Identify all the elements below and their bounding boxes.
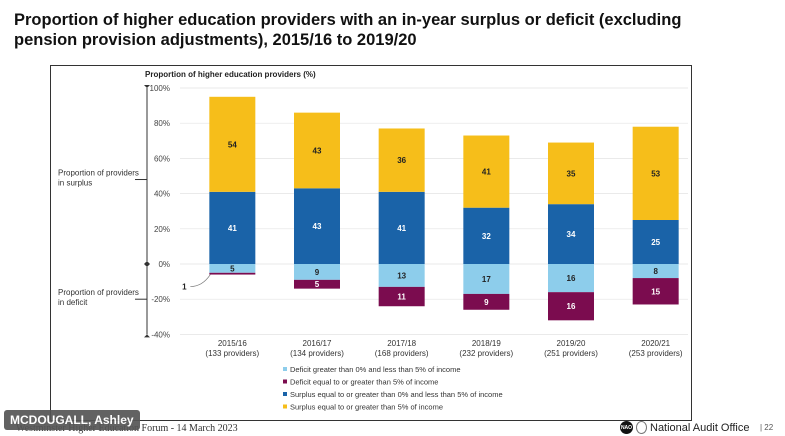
x-tick-label: 2018/19 <box>472 339 501 348</box>
bar-segment <box>294 279 340 289</box>
data-label: 34 <box>567 230 576 239</box>
bar-segment <box>294 112 340 189</box>
legend-swatch <box>283 404 287 409</box>
y-tick-label: 100% <box>150 84 170 93</box>
bar-segment <box>378 264 425 287</box>
x-tick-label: 2015/16 <box>218 339 247 348</box>
legend-swatch <box>283 392 287 396</box>
surplus-annotation-line1: Proportion of providers <box>58 169 139 178</box>
bar-segment <box>378 191 425 264</box>
legend-label: Surplus equal to or greater than 0% and … <box>290 390 503 399</box>
deficit-annotation-line1: Proportion of providers <box>58 288 139 297</box>
bar-segment <box>463 293 510 310</box>
y-tick-label: 0% <box>158 260 170 269</box>
data-label: 9 <box>484 298 489 307</box>
surplus-annotation-line2: in surplus <box>58 179 92 188</box>
data-label: 41 <box>397 224 406 233</box>
legend-label: Deficit equal to or greater than 5% of i… <box>290 378 438 387</box>
legend-label: Surplus equal to or greater than 5% of i… <box>290 403 443 412</box>
bar-segment <box>209 96 256 192</box>
y-tick-label: 60% <box>154 154 170 163</box>
y-axis-title: Proportion of higher education providers… <box>145 70 316 79</box>
x-tick-sublabel: (253 providers) <box>629 349 683 358</box>
x-tick-sublabel: (251 providers) <box>544 349 598 358</box>
y-tick-label: -40% <box>151 330 170 339</box>
x-tick-sublabel: (232 providers) <box>459 349 513 358</box>
x-tick-label: 2020/21 <box>641 339 670 348</box>
arrowhead-icon <box>144 334 150 338</box>
x-tick-sublabel: (133 providers) <box>205 349 259 358</box>
legend-swatch <box>283 379 287 384</box>
bar-segment <box>378 286 425 307</box>
data-label: 9 <box>315 268 320 277</box>
bar-segment <box>209 191 256 264</box>
data-label: 43 <box>313 146 322 155</box>
chart-frame <box>50 65 692 421</box>
legend-swatch <box>283 367 287 371</box>
bar-segment <box>632 126 679 220</box>
bar-segment <box>294 188 340 264</box>
arrowhead-icon <box>144 85 150 88</box>
page-number: | 22 <box>760 423 774 432</box>
nao-logo-icon: NAO <box>620 421 633 434</box>
x-tick-label: 2019/20 <box>557 339 586 348</box>
nao-logo: NAO National Audit Office <box>620 421 749 434</box>
deficit-annotation-line2: in deficit <box>58 298 88 307</box>
data-label: 5 <box>315 280 320 289</box>
x-tick-sublabel: (168 providers) <box>375 349 429 358</box>
bar-segment <box>378 128 425 192</box>
data-label: 54 <box>228 140 237 149</box>
data-label: 1 <box>182 283 187 292</box>
arrowhead-icon <box>144 261 150 264</box>
data-label: 5 <box>230 264 235 273</box>
org-name: National Audit Office <box>650 421 750 434</box>
data-label: 53 <box>651 169 660 178</box>
bar-segment <box>463 264 510 294</box>
data-label: 32 <box>482 232 491 241</box>
data-label: 11 <box>397 293 406 302</box>
data-label: 35 <box>567 169 576 178</box>
bar-segment <box>548 292 594 321</box>
data-label: 8 <box>653 267 658 276</box>
slide-title: Proportion of higher education providers… <box>14 11 682 49</box>
bar-segment <box>463 207 510 264</box>
bar-segment <box>548 264 594 293</box>
arrowhead-icon <box>144 264 150 267</box>
data-label: 13 <box>397 271 406 280</box>
bar-segment <box>632 220 679 264</box>
data-label: 17 <box>482 275 491 284</box>
legend-label: Deficit greater than 0% and less than 5%… <box>290 365 461 374</box>
bar-segment <box>209 264 256 273</box>
presenter-name-badge: MCDOUGALL, Ashley <box>4 410 140 430</box>
x-tick-label: 2017/18 <box>387 339 416 348</box>
data-label: 43 <box>313 222 322 231</box>
data-label: 16 <box>567 274 576 283</box>
x-tick-sublabel: (134 providers) <box>290 349 344 358</box>
bar-segment <box>463 135 510 208</box>
data-label: 36 <box>397 156 406 165</box>
bar-segment <box>209 272 256 275</box>
bar-segment <box>548 204 594 264</box>
data-label: 41 <box>482 168 491 177</box>
bar-segment <box>548 142 594 205</box>
bar-segment <box>632 264 679 279</box>
data-label: 25 <box>651 238 660 247</box>
data-label: 41 <box>228 224 237 233</box>
y-tick-label: 40% <box>154 190 170 199</box>
x-tick-label: 2016/17 <box>303 339 332 348</box>
y-tick-label: 80% <box>154 119 170 128</box>
crest-icon <box>636 421 647 434</box>
y-tick-label: -20% <box>151 295 170 304</box>
bar-segment <box>294 264 340 280</box>
data-label: 15 <box>651 287 660 296</box>
data-label-leader <box>190 274 211 287</box>
bar-segment <box>632 278 679 305</box>
data-label: 16 <box>567 302 576 311</box>
y-tick-label: 20% <box>154 225 170 234</box>
